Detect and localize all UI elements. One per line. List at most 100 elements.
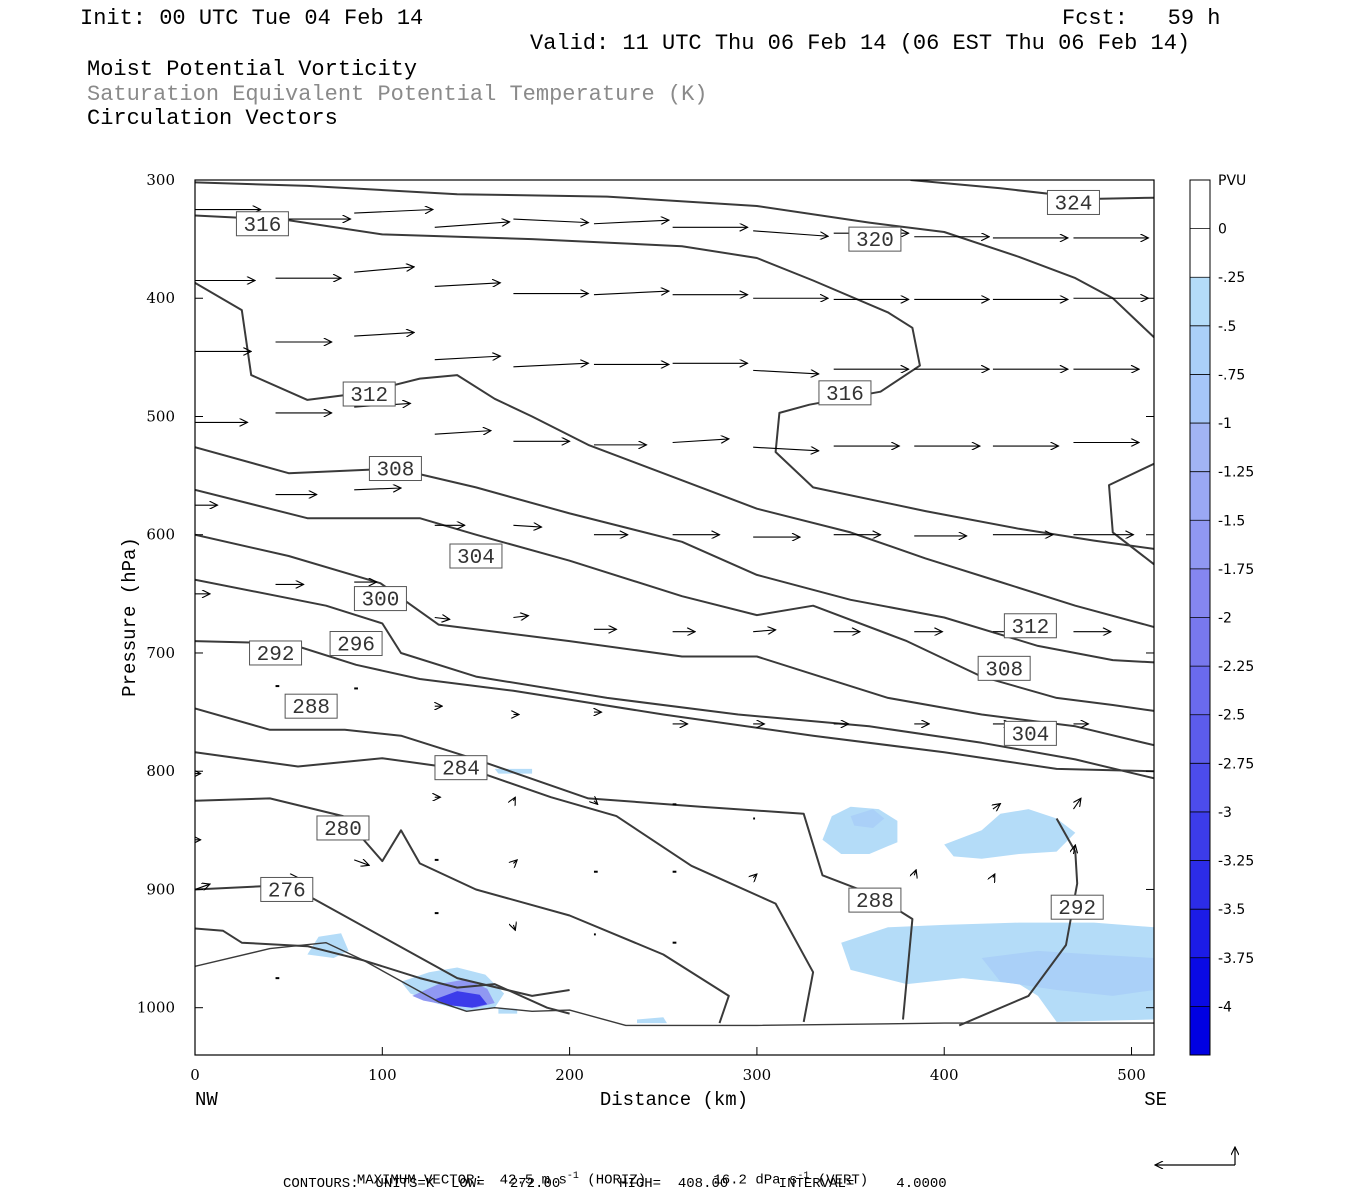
- circulation-vector: [513, 797, 515, 801]
- colorbar-swatch: [1190, 617, 1210, 667]
- pv-shading-layer: [307, 768, 1154, 1024]
- circulation-vector: [993, 804, 1000, 809]
- colorbar-swatch: [1190, 325, 1210, 375]
- colorbar-tick-label: -3.5: [1218, 902, 1245, 918]
- max-horiz-value: 42.5 m s: [499, 1172, 567, 1189]
- colorbar-swatch: [1190, 423, 1210, 473]
- contour-label: 292: [257, 644, 295, 667]
- colorbar-tick-label: -2.5: [1218, 708, 1245, 724]
- colorbar: 0 -.25 -.5 -.75 -1 -1.25 -1.5 -1.75 -2 -2.25 -2.5 -…: [1189, 179, 1254, 1056]
- x-tick-label: 200: [555, 1066, 584, 1084]
- x-tick-label: 100: [368, 1066, 397, 1084]
- circulation-vector: [513, 616, 528, 618]
- y-tick-label: 900: [146, 880, 175, 898]
- colorbar-tick-label: -3: [1218, 805, 1232, 821]
- reference-vector-icon: [1155, 1147, 1235, 1165]
- pv-region: [434, 991, 488, 1008]
- y-tick-label: 300: [146, 171, 175, 189]
- contour-label-box: [260, 876, 314, 902]
- y-tick-label: 400: [146, 289, 175, 307]
- contour-label-box: [342, 381, 396, 407]
- contour-line: [195, 640, 1154, 773]
- circulation-vector: [753, 630, 775, 632]
- colorbar-unit: PVU: [1218, 173, 1246, 189]
- circulation-vector: [513, 860, 517, 864]
- colorbar-swatch: [1190, 666, 1210, 716]
- forecast-hour: Fcst: 59 h: [1062, 6, 1221, 31]
- contour-line: [195, 578, 1154, 780]
- colorbar-swatch: [1190, 228, 1210, 278]
- max-vert-exp: -1: [797, 1171, 810, 1182]
- colorbar-tick-label: -1.75: [1218, 562, 1254, 578]
- circulation-vector: [672, 439, 729, 443]
- contour-label: 316: [244, 215, 282, 238]
- x-tick-label: 400: [930, 1066, 959, 1084]
- circulation-vector: [1073, 845, 1075, 855]
- circulation-vector: [434, 431, 491, 435]
- y-axis-label: Pressure (hPa): [119, 537, 141, 697]
- contour-line: [195, 214, 1154, 550]
- colorbar-tick-label: -.25: [1218, 270, 1245, 286]
- circulation-vector: [354, 267, 414, 273]
- colorbar-swatch: [1190, 277, 1210, 327]
- contour-label-box: [1050, 894, 1104, 920]
- x-axis-label: Distance (km): [600, 1089, 748, 1111]
- colorbar-tick-label: -1.25: [1218, 465, 1254, 481]
- contour-label-box: [1003, 613, 1057, 639]
- contour-line: [195, 181, 1154, 339]
- colorbar-tick-label: -.5: [1218, 319, 1236, 335]
- contour-line: [195, 797, 730, 1024]
- circulation-vector: [434, 356, 501, 360]
- pv-region: [307, 933, 349, 958]
- contour-label: 276: [268, 880, 306, 903]
- contour-label: 304: [457, 547, 495, 570]
- contour-label-box: [818, 380, 872, 406]
- contour-line: [195, 942, 1154, 1027]
- colorbar-tick-label: -1: [1218, 416, 1232, 432]
- field-title-vectors: Circulation Vectors: [87, 106, 338, 131]
- contour-label: 308: [377, 460, 415, 483]
- contour-label-box: [449, 543, 503, 569]
- circulation-vector: [513, 525, 541, 527]
- circulation-vector-layer: [195, 210, 1148, 980]
- colorbar-swatch: [1190, 1006, 1210, 1056]
- contour-line: [195, 282, 1154, 628]
- contour-label-layer: 316 320 324 312 316 308 304 300 296 292 312 308 288 3…: [235, 189, 1104, 921]
- contour-label: 300: [362, 590, 400, 613]
- max-vector-line: MAXIMUM VECTOR: 42.5 m s-1 (HORIZ) 16.2 …: [340, 1158, 868, 1188]
- y-tick-label: 1000: [137, 999, 175, 1017]
- y-tick-label: 800: [146, 762, 175, 780]
- circulation-vector: [593, 220, 669, 224]
- contour-label-box: [977, 655, 1031, 681]
- contour-line: [195, 927, 570, 1015]
- x-tick-label: 500: [1117, 1066, 1146, 1084]
- circulation-vector: [1073, 798, 1080, 810]
- circulation-vector: [434, 283, 501, 287]
- circulation-vector: [354, 488, 401, 490]
- contour-line: [910, 180, 1154, 200]
- colorbar-tick-label: 0: [1218, 222, 1227, 238]
- max-horiz-exp: -1: [566, 1171, 579, 1182]
- contour-label: 312: [1011, 617, 1049, 640]
- colorbar-swatch: [1190, 568, 1210, 618]
- contour-label-box: [434, 755, 488, 781]
- contour-label: 312: [350, 385, 388, 408]
- colorbar-tick-label: -2: [1218, 611, 1232, 627]
- colorbar-swatch: [1190, 471, 1210, 521]
- colorbar-tick-label: -4: [1218, 999, 1232, 1015]
- contour-label-box: [368, 456, 422, 482]
- circulation-vector: [914, 870, 916, 875]
- y-tick-label: 600: [146, 526, 175, 544]
- theta-e-contour-layer: [195, 180, 1154, 1027]
- contour-label: 308: [985, 659, 1023, 682]
- colorbar-swatch: [1190, 714, 1210, 764]
- contour-label: 284: [442, 759, 480, 782]
- colorbar-swatch: [1190, 374, 1210, 424]
- max-vector-label: MAXIMUM VECTOR:: [356, 1172, 483, 1189]
- colorbar-swatch: [1190, 180, 1210, 230]
- colorbar-tick-label: -2.25: [1218, 659, 1254, 675]
- x-end-label-nw: NW: [195, 1089, 218, 1111]
- y-tick-label: 500: [146, 407, 175, 425]
- contour-line: [195, 884, 570, 997]
